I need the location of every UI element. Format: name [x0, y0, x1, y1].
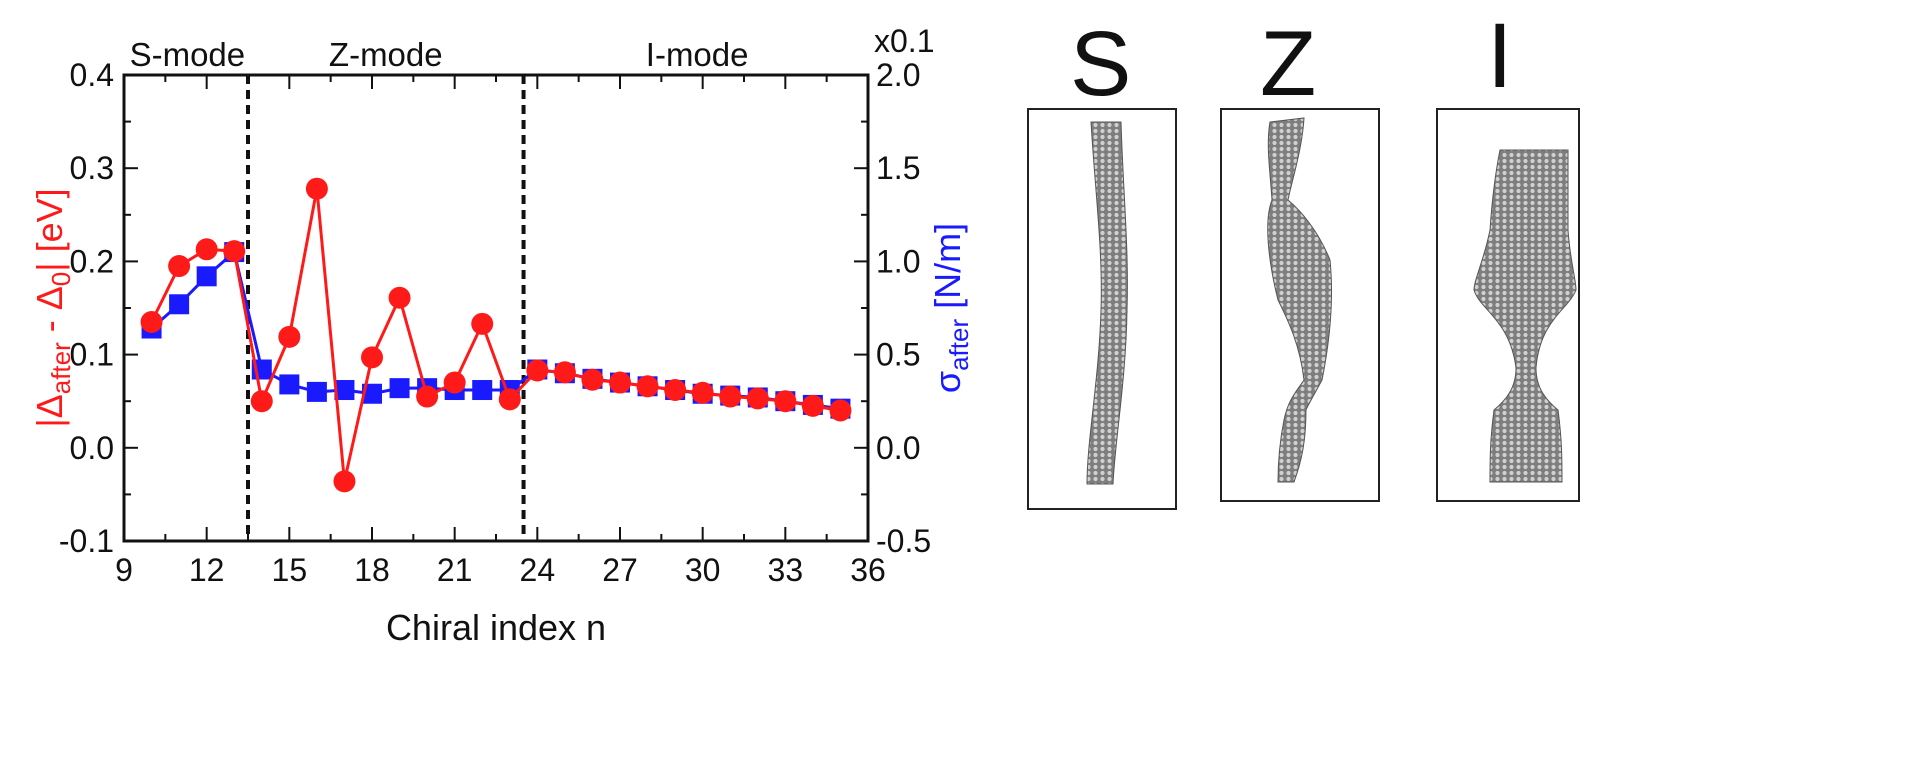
red-data-point	[829, 399, 852, 422]
x-axis-title: Chiral index n	[386, 607, 606, 648]
y-left-tick-label: 0.3	[70, 150, 114, 186]
left-axis-title: |Δafter - Δ0| [eV]	[29, 188, 76, 427]
red-data-point	[691, 381, 714, 404]
red-data-point	[471, 312, 494, 335]
panel-s-frame	[1027, 108, 1177, 510]
x-tick-label: 36	[850, 552, 886, 588]
x-tick-label: 33	[768, 552, 804, 588]
y-right-tick-label: 1.0	[876, 243, 920, 279]
y-left-tick-label: 0.1	[70, 337, 114, 373]
y-left-tick-label: -0.1	[59, 523, 114, 559]
mode-label: S-mode	[130, 36, 246, 73]
x-tick-label: 18	[354, 552, 390, 588]
blue-data-point	[334, 380, 355, 401]
y-right-tick-label: 1.5	[876, 150, 920, 186]
blue-data-point	[169, 294, 190, 315]
panel-z-frame	[1220, 108, 1380, 502]
axis-ticks: 9 12 15 18 21 24 27 30 33 36 -0.1 0.0 0.1 0.2 0.3 0.4 -0…	[59, 57, 931, 588]
x-tick-label: 12	[189, 552, 225, 588]
blue-data-point	[279, 374, 300, 395]
mode-labels: S-mode Z-mode I-mode	[130, 36, 749, 73]
panel-letter-z: Z	[1260, 13, 1317, 115]
red-data-point	[664, 379, 687, 402]
x-tick-label: 15	[272, 552, 308, 588]
y-left-tick-label: 0.0	[70, 430, 114, 466]
red-data-point	[443, 371, 466, 394]
red-data-point	[168, 255, 191, 278]
red-data-point	[774, 390, 797, 413]
mode-label: I-mode	[646, 36, 749, 73]
red-data-point	[250, 390, 273, 413]
x-tick-label: 21	[437, 552, 473, 588]
red-data-point	[719, 385, 742, 408]
y-left-tick-label: 0.2	[70, 243, 114, 279]
blue-series-line	[150, 249, 841, 411]
red-data-point	[140, 310, 163, 333]
red-data-point	[333, 470, 356, 493]
red-data-point	[223, 240, 246, 263]
red-data-point	[801, 394, 824, 417]
blue-data-point	[389, 378, 410, 399]
nanotube-neck-image	[1473, 149, 1577, 483]
right-axis-scale-note: x0.1	[874, 23, 934, 59]
y-right-tick-label: 2.0	[876, 57, 920, 93]
red-data-point	[581, 368, 604, 391]
panel-letter-i: I	[1487, 5, 1513, 107]
blue-data-point	[306, 381, 327, 402]
panel-i-frame	[1436, 108, 1580, 502]
x-tick-label: 9	[115, 552, 133, 588]
red-data-point	[553, 361, 576, 384]
red-data-point	[636, 375, 659, 398]
x-tick-label: 24	[520, 552, 556, 588]
red-data-point	[195, 238, 218, 261]
panel-letter-s: S	[1070, 13, 1132, 115]
nanotube-straight-image	[1086, 121, 1128, 485]
y-right-tick-label: 0.5	[876, 337, 920, 373]
x-tick-label: 30	[685, 552, 721, 588]
mode-label: Z-mode	[329, 36, 443, 73]
red-data-point	[416, 385, 439, 408]
red-data-point	[278, 325, 301, 348]
x-tick-label: 27	[602, 552, 638, 588]
mode-boundaries	[246, 75, 526, 541]
red-data-point	[361, 346, 383, 369]
data-series	[140, 177, 852, 493]
blue-data-point	[362, 383, 382, 404]
plot-frame	[122, 73, 870, 543]
blue-data-point	[196, 266, 217, 287]
red-data-point	[498, 388, 521, 411]
blue-data-point	[472, 380, 493, 401]
red-data-point	[526, 359, 549, 382]
nanotube-zigzag-image	[1267, 117, 1333, 483]
y-right-tick-label: 0.0	[876, 430, 920, 466]
chart: S-mode Z-mode I-mode x0.1 9 12 15 18 21 24 27 30 3…	[29, 23, 974, 648]
y-right-tick-label: -0.5	[876, 523, 931, 559]
red-data-point	[388, 286, 411, 309]
red-data-point	[746, 387, 769, 410]
red-data-point	[305, 177, 328, 200]
right-axis-title: σafter [N/m]	[927, 223, 974, 393]
y-left-tick-label: 0.4	[70, 57, 114, 93]
red-data-point	[609, 371, 631, 394]
